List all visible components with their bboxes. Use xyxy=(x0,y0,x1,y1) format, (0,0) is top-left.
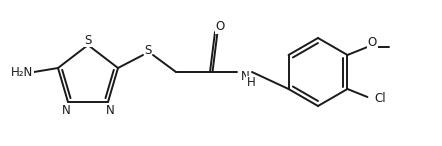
Text: S: S xyxy=(144,45,152,58)
Text: S: S xyxy=(84,33,91,46)
Text: N: N xyxy=(61,104,70,117)
Text: H: H xyxy=(247,77,255,89)
Text: N: N xyxy=(240,69,249,82)
Text: H₂N: H₂N xyxy=(11,66,33,79)
Text: Cl: Cl xyxy=(375,93,386,106)
Text: O: O xyxy=(368,35,377,48)
Text: N: N xyxy=(106,104,114,117)
Text: O: O xyxy=(215,20,225,33)
